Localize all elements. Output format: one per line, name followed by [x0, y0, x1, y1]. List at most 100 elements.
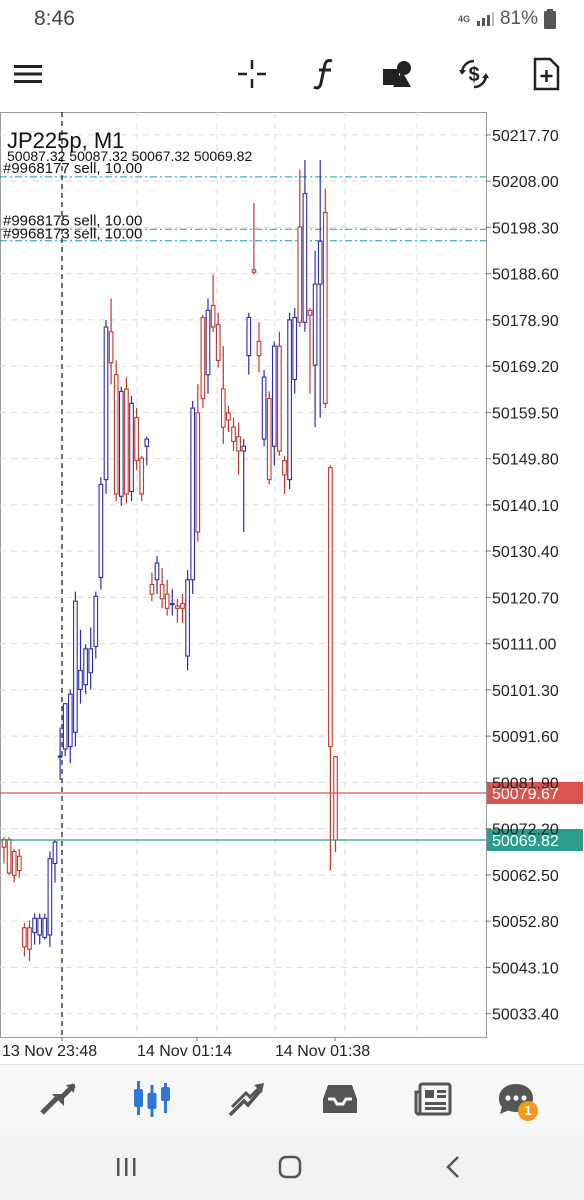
- candle: [236, 422, 241, 475]
- x-tick-label: 14 Nov 01:38: [275, 1043, 370, 1060]
- back-button[interactable]: [434, 1149, 474, 1185]
- nav-messages[interactable]: 1: [492, 1075, 540, 1123]
- candle-body: [47, 858, 53, 936]
- y-tick-label: 50052.80: [492, 914, 559, 931]
- candle-body: [62, 703, 68, 750]
- candle-body: [261, 376, 267, 440]
- status-time: 8:46: [34, 7, 75, 30]
- candle: [83, 644, 88, 695]
- back-icon: [446, 1156, 459, 1178]
- candle: [144, 436, 150, 466]
- recent-apps-button[interactable]: [106, 1149, 146, 1185]
- candle-body: [134, 417, 139, 462]
- candle: [103, 319, 109, 494]
- nav-quotes[interactable]: [34, 1075, 82, 1123]
- objects-button[interactable]: [378, 54, 418, 94]
- y-tick-label: 50120.70: [492, 590, 559, 607]
- bid-price-label: 50069.82: [492, 833, 559, 850]
- candle-body: [292, 316, 298, 381]
- network-type: 4G: [457, 13, 470, 24]
- menu-button[interactable]: [8, 54, 48, 94]
- candle: [302, 160, 308, 332]
- news-icon: [414, 1082, 452, 1116]
- candle-body: [251, 269, 257, 273]
- x-tick-label: 14 Nov 01:14: [137, 1043, 232, 1060]
- home-button[interactable]: [270, 1149, 310, 1185]
- candle: [271, 341, 277, 466]
- candle-body: [277, 345, 282, 452]
- candle: [124, 377, 129, 504]
- trade-icon: [228, 1083, 264, 1117]
- candle-body: [42, 917, 48, 938]
- candle-body: [169, 603, 175, 606]
- nav-chart[interactable]: [128, 1075, 176, 1123]
- y-tick-label: 50130.40: [492, 544, 559, 561]
- candle: [226, 405, 231, 432]
- candle-body: [195, 412, 201, 533]
- nav-history[interactable]: [316, 1075, 364, 1123]
- status-bar: 8:46 4G 81%: [0, 0, 584, 36]
- nav-news[interactable]: [410, 1075, 458, 1123]
- ask-price-label: 50079.67: [492, 786, 559, 803]
- candle: [205, 298, 211, 394]
- candle-body: [16, 855, 22, 872]
- candle-body: [266, 398, 272, 481]
- nav-trade[interactable]: [222, 1075, 270, 1123]
- candle-body: [328, 467, 333, 748]
- candle-body: [52, 841, 58, 864]
- candle-body: [200, 316, 206, 400]
- candle: [149, 572, 155, 602]
- crosshair-button[interactable]: [232, 54, 272, 94]
- candle: [220, 346, 226, 444]
- history-icon: [323, 1085, 357, 1113]
- battery-icon: [544, 9, 556, 29]
- candle-body: [159, 583, 165, 600]
- messages-badge: 1: [518, 1101, 538, 1121]
- new-order-button[interactable]: [526, 54, 566, 94]
- bid-price-tag: [487, 828, 583, 851]
- candle: [37, 913, 43, 945]
- y-tick-label: 50217.70: [492, 128, 559, 145]
- y-tick-label: 50062.50: [492, 868, 559, 885]
- candle: [256, 322, 262, 373]
- ask-price-tag: [487, 782, 583, 805]
- price-chart[interactable]: #9968173 sell, 10.00 #9968175 sell, 10.00…: [0, 112, 584, 1064]
- svg-text:$: $: [468, 64, 479, 86]
- candle: [287, 312, 292, 490]
- chart-toolbar: $: [0, 40, 584, 108]
- indicators-button[interactable]: [305, 54, 345, 94]
- candle: [164, 579, 170, 616]
- candle-body: [322, 212, 328, 404]
- candle-body: [210, 305, 216, 328]
- candle: [154, 555, 160, 595]
- candle: [169, 589, 175, 616]
- system-navigation-bar: [0, 1133, 584, 1200]
- candle-body: [246, 316, 252, 357]
- candle: [27, 920, 32, 962]
- candle-body: [118, 390, 124, 497]
- candle: [261, 369, 267, 447]
- candle-body: [317, 240, 323, 285]
- candle-body: [32, 917, 37, 934]
- candle: [108, 298, 114, 385]
- candle-body: [108, 331, 114, 364]
- candle-body: [124, 388, 129, 495]
- candle: [231, 417, 236, 452]
- candle-body: [129, 402, 134, 493]
- crosshair-icon: [238, 60, 266, 88]
- candle: [78, 629, 83, 704]
- candle: [118, 386, 124, 506]
- candle-body: [1, 839, 7, 848]
- y-tick-label: 50072.20: [492, 822, 559, 839]
- candle-body: [113, 374, 119, 495]
- order-label: #9968177 sell, 10.00: [3, 160, 142, 177]
- candlestick-chart[interactable]: #9968173 sell, 10.00#9968175 sell, 10.00…: [0, 112, 584, 1064]
- symbol-change-button[interactable]: $: [454, 54, 494, 94]
- order-label: #9968175 sell, 10.00: [3, 212, 142, 229]
- candle: [113, 360, 119, 502]
- candle-body: [144, 438, 150, 447]
- candle: [42, 913, 48, 940]
- chart-title: JP225p, M1: [7, 128, 124, 153]
- candle-body: [175, 605, 180, 609]
- candle-body: [256, 340, 262, 357]
